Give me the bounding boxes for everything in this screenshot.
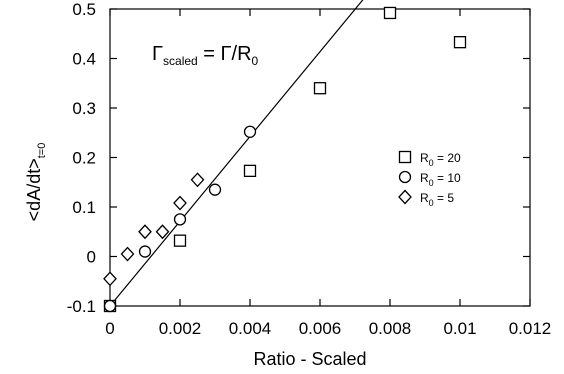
square-point [383,6,397,20]
square-point [453,36,467,49]
legend-label-main: R [420,151,429,165]
legend-label-main: R [420,191,429,205]
gamma-equation: = Γ/R [198,43,252,65]
legend-square-marker [398,150,412,164]
legend-label-value: = 5 [434,191,455,205]
legend-label-subscript: 0 [429,198,434,208]
legend-label: R0 = 10 [420,171,461,188]
circle-point [138,245,152,258]
x-tick-label: 0.01 [443,319,476,338]
legend-diamond-marker [398,189,412,205]
square-point [173,234,187,247]
circle-point [173,213,187,226]
y-axis-title-subscript: t=0 [36,143,48,159]
y-tick-label: 0.4 [72,50,96,69]
y-tick-label: 0.3 [72,99,96,118]
x-tick-label: 0.012 [509,319,552,338]
x-tick-label: 0 [105,319,114,338]
data-markers [103,6,467,313]
fit-line [109,0,364,307]
diamond-point [155,224,170,240]
legend-label: R0 = 5 [420,191,454,208]
circle-point [103,299,117,313]
legend-label: R0 = 20 [420,151,461,168]
circle-point [208,183,222,196]
legend-label-value: = 10 [434,171,461,185]
x-tick-label: 0.002 [159,319,202,338]
y-tick-label: 0 [87,248,96,267]
diamond-point [103,271,117,287]
square-point [243,164,257,178]
y-tick-label: 0.2 [72,149,96,168]
x-axis-title: Ratio - Scaled [253,349,366,369]
y-axis: -0.1 0 0.1 0.2 0.3 0.4 0.5 [67,0,530,316]
legend-label-value: = 20 [434,151,461,165]
y-tick-label: 0.1 [72,198,96,217]
gamma-subscript: scaled [163,54,198,68]
y-axis-title-main: <dA/dt> [24,158,44,221]
legend-label-subscript: 0 [429,158,434,168]
fit-line-layer [109,0,364,307]
gamma-symbol: Γ [152,43,163,65]
diamond-point [120,246,135,262]
diamond-point [173,195,187,211]
x-tick-label: 0.006 [299,319,342,338]
diamond-point [138,224,152,240]
square-point [313,82,327,95]
x-axis: 0 0.002 0.004 0.006 0.008 0.01 0.012 [105,9,551,338]
legend-circle-marker [398,170,412,184]
legend-label-subscript: 0 [429,178,434,188]
diamond-point [190,172,205,188]
gamma-annotation: Γscaled = Γ/R0 [152,43,259,68]
x-tick-label: 0.004 [229,319,272,338]
y-tick-label: -0.1 [67,297,96,316]
y-tick-label: 0.5 [72,0,96,19]
x-tick-label: 0.008 [369,319,412,338]
circle-point [243,125,257,138]
gamma-equation-subscript: 0 [252,54,259,68]
y-axis-title: <dA/dt>t=0 [24,143,48,222]
legend-label-main: R [420,171,429,185]
